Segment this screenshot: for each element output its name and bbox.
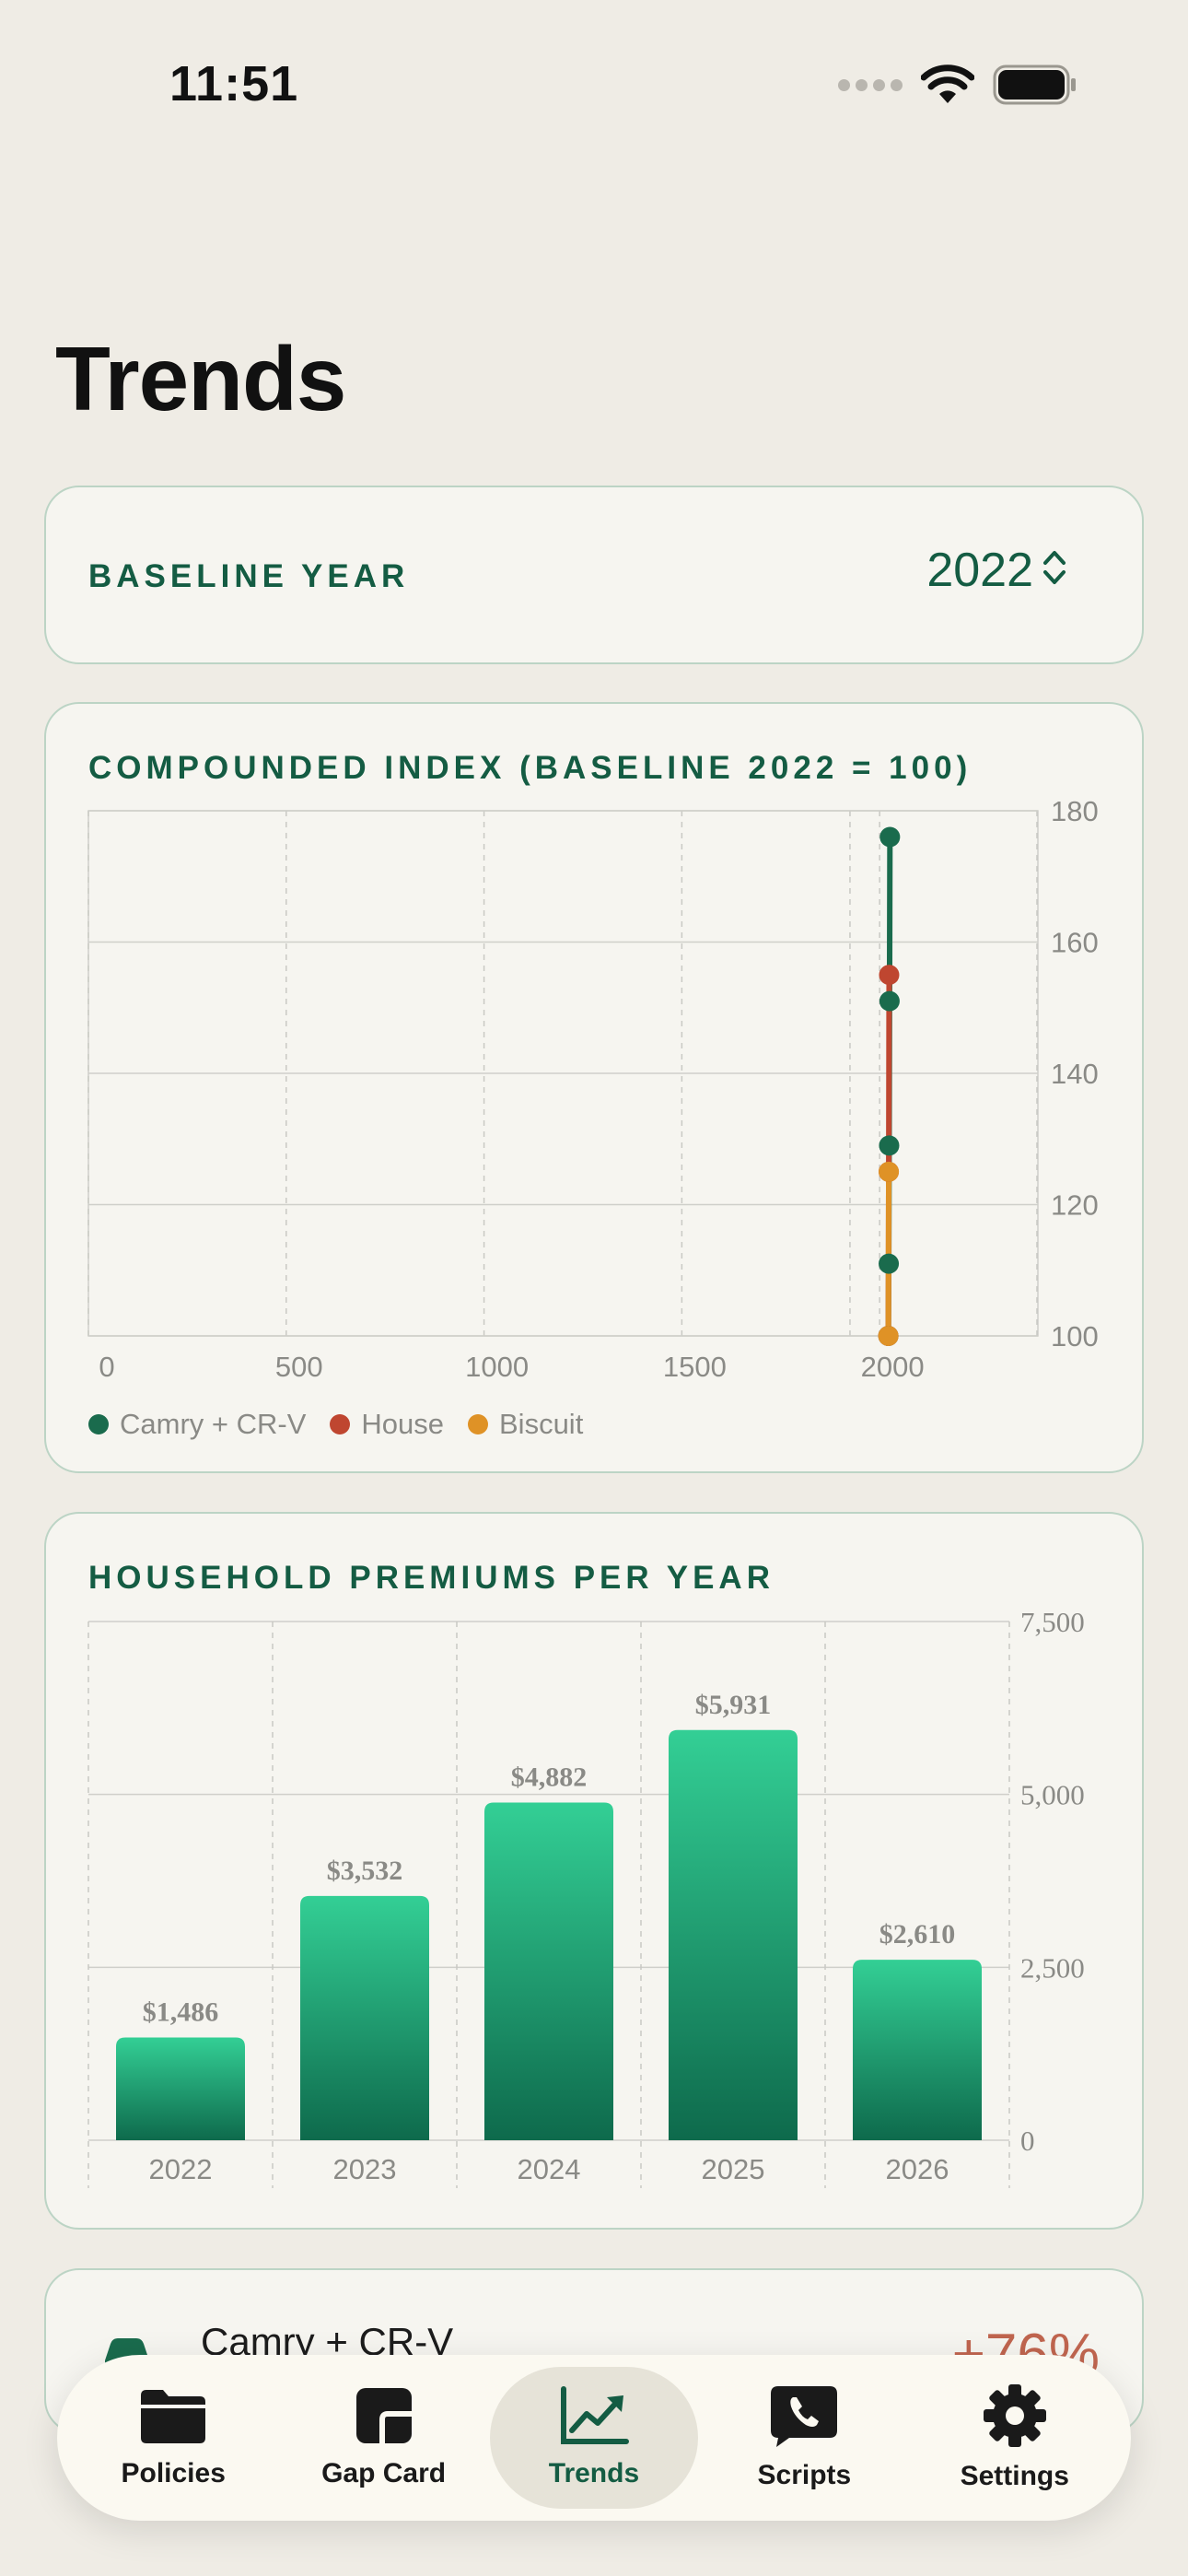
page-title: Trends <box>55 328 346 429</box>
legend-label-house: House <box>361 1408 444 1440</box>
premiums-bar-chart: 0 2,500 5,000 7,500 $1,486 2022 $3,532 2023 $4,8… <box>87 1606 1085 2188</box>
baseline-year-value[interactable]: 2022 <box>926 544 1033 597</box>
data-point <box>879 965 900 986</box>
compounded-index-card: COMPOUNDED INDEX (BASELINE 2022 = 100) 1… <box>44 702 1144 1473</box>
tab-bar: Policies Gap Card Trends Scripts <box>57 2355 1131 2521</box>
tab-label-settings: Settings <box>960 2461 1069 2491</box>
trend-chart-icon <box>560 2386 629 2444</box>
tab-label-trends: Trends <box>548 2458 640 2488</box>
legend-label-camry: Camry + CR-V <box>120 1408 307 1440</box>
bar-value-label: $4,882 <box>511 1762 588 1793</box>
legend-item-camry: Camry + CR-V <box>88 1408 306 1441</box>
x-tick-label: 1500 <box>663 1351 727 1383</box>
x-tick-label: 2000 <box>861 1351 925 1383</box>
tab-policies[interactable]: Policies <box>69 2367 277 2509</box>
premiums-chart-title: HOUSEHOLD PREMIUMS PER YEAR <box>88 1560 775 1596</box>
legend-swatch-house <box>330 1414 351 1434</box>
x-tick-label: 500 <box>275 1351 323 1383</box>
status-time: 11:51 <box>169 56 299 111</box>
bar-value-label: $5,931 <box>695 1690 772 1720</box>
household-premiums-card: HOUSEHOLD PREMIUMS PER YEAR 0 2,500 5,000 7… <box>44 1512 1144 2230</box>
legend-swatch-camry <box>88 1414 109 1434</box>
x-tick-label: 1000 <box>465 1351 529 1383</box>
premium-bar <box>853 1960 982 2140</box>
bar-value-label: $3,532 <box>327 1856 403 1886</box>
status-icons <box>838 64 1077 105</box>
baseline-year-label: BASELINE YEAR <box>88 558 410 594</box>
tab-trends[interactable]: Trends <box>489 2367 698 2509</box>
y-tick-label: 180 <box>1051 795 1099 827</box>
premium-bar <box>484 1802 613 2140</box>
tab-settings[interactable]: Settings <box>911 2367 1119 2509</box>
baseline-year-card[interactable]: BASELINE YEAR 2022 <box>44 486 1144 664</box>
tab-label-gap-card: Gap Card <box>321 2458 447 2488</box>
x-tick-label: 2026 <box>886 2153 949 2185</box>
tab-gap-card[interactable]: Gap Card <box>280 2367 488 2509</box>
tab-label-policies: Policies <box>121 2458 226 2488</box>
legend-label-biscuit: Biscuit <box>499 1408 584 1440</box>
data-point <box>879 990 900 1012</box>
legend-item-house: House <box>330 1408 444 1441</box>
x-tick-label: 0 <box>99 1351 114 1383</box>
y-tick-label: 2,500 <box>1020 1951 1085 1984</box>
premium-bar <box>116 2037 245 2140</box>
y-tick-label: 100 <box>1051 1320 1099 1352</box>
legend-item-biscuit: Biscuit <box>468 1408 583 1441</box>
y-tick-label: 120 <box>1051 1189 1099 1222</box>
gear-icon <box>983 2384 1046 2447</box>
index-line-chart: 100 120 140 160 180 0 500 1000 1500 2000 <box>87 795 1099 1383</box>
y-tick-label: 5,000 <box>1020 1779 1085 1811</box>
bar-value-label: $2,610 <box>879 1919 956 1950</box>
data-point <box>879 1135 900 1156</box>
gap-card-icon <box>355 2388 412 2443</box>
x-tick-label: 2022 <box>149 2153 213 2185</box>
folder-icon <box>141 2390 206 2443</box>
y-tick-label: 0 <box>1020 2125 1035 2157</box>
legend-swatch-biscuit <box>468 1414 488 1434</box>
wifi-icon <box>921 64 974 103</box>
tab-scripts[interactable]: Scripts <box>700 2367 908 2509</box>
y-tick-label: 140 <box>1051 1058 1099 1090</box>
bar-value-label: $1,486 <box>143 1996 219 2027</box>
phone-bubble-icon <box>771 2386 838 2447</box>
x-tick-label: 2025 <box>702 2153 765 2185</box>
y-tick-label: 160 <box>1051 927 1099 959</box>
index-chart-legend: Camry + CR-V House Biscuit <box>88 1408 583 1441</box>
data-point <box>879 1253 900 1274</box>
premium-bar <box>669 1729 798 2140</box>
index-chart-title: COMPOUNDED INDEX (BASELINE 2022 = 100) <box>88 750 973 786</box>
cellular-signal-icon <box>838 78 903 91</box>
tab-label-scripts: Scripts <box>757 2460 852 2490</box>
premium-bar <box>300 1895 429 2140</box>
x-tick-label: 2024 <box>518 2153 581 2185</box>
data-point <box>878 1326 899 1346</box>
y-tick-label: 7,500 <box>1020 1606 1085 1638</box>
battery-icon <box>993 64 1076 105</box>
data-point <box>879 1161 900 1182</box>
x-tick-label: 2023 <box>333 2153 397 2185</box>
data-point <box>879 826 901 848</box>
chevron-up-down-icon[interactable] <box>1041 547 1068 588</box>
